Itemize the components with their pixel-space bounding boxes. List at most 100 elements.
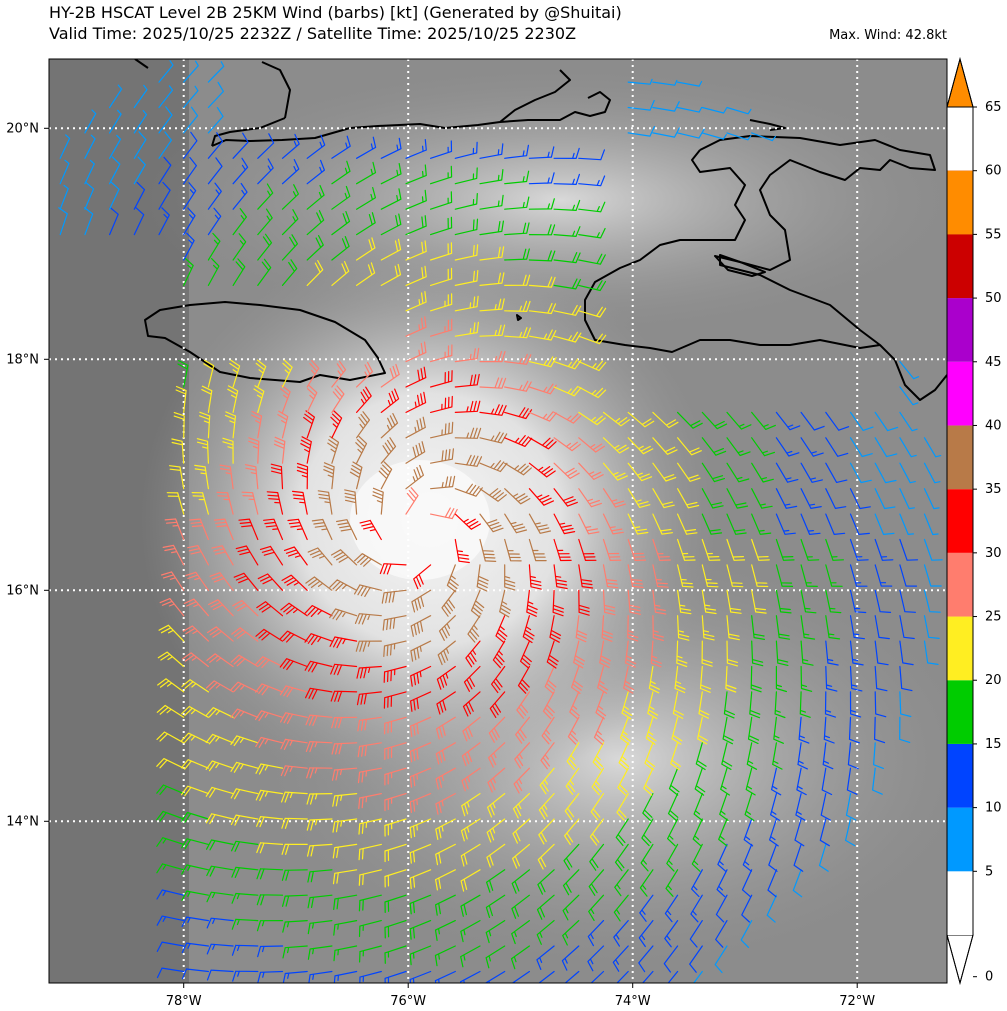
lon-tick-label: 72°W <box>839 994 875 1009</box>
wind-barb <box>382 615 407 631</box>
wind-barb <box>899 361 920 380</box>
wind-barb <box>356 136 377 159</box>
wind-barb <box>279 630 308 643</box>
wind-barb <box>589 818 605 846</box>
wind-barb <box>304 660 333 673</box>
wind-barb <box>257 208 273 236</box>
wind-barb <box>238 518 259 541</box>
wind-barb <box>726 538 746 561</box>
wind-barb <box>306 385 318 413</box>
wind-barb <box>333 970 358 983</box>
wind-barb <box>564 818 580 846</box>
wind-barb <box>726 106 752 115</box>
wind-barb <box>435 869 456 891</box>
wind-barb <box>187 545 209 566</box>
wind-barb <box>133 156 146 185</box>
wind-barb <box>306 359 320 388</box>
wind-barb <box>528 437 557 450</box>
wind-barb <box>230 814 259 826</box>
wind-barb <box>255 789 284 801</box>
wind-barb <box>207 132 224 159</box>
wind-barb <box>849 462 872 484</box>
wind-barb <box>216 491 234 515</box>
wind-barb <box>232 600 259 617</box>
wind-barb <box>691 843 703 872</box>
wind-barb <box>231 627 259 642</box>
wind-barb <box>899 615 915 640</box>
wind-barb <box>231 944 259 956</box>
wind-barb <box>677 615 690 641</box>
wind-barb <box>329 636 358 649</box>
wind-barb <box>625 640 637 668</box>
wind-barb <box>410 665 432 687</box>
wind-barb <box>726 564 744 588</box>
wind-barb <box>479 143 504 159</box>
wind-barb <box>277 410 289 439</box>
wind-barb <box>825 589 842 614</box>
wind-barb <box>207 157 223 185</box>
wind-barb <box>775 488 798 509</box>
wind-barb <box>232 208 247 236</box>
wind-barb <box>253 385 265 413</box>
wind-barb <box>849 488 871 510</box>
lon-tick-label: 78°W <box>166 994 202 1009</box>
wind-barb <box>698 691 710 719</box>
wind-barb <box>652 79 678 86</box>
wind-barb <box>133 131 147 159</box>
wind-barb <box>336 519 358 541</box>
wind-barb <box>639 894 654 922</box>
wind-barb <box>331 211 351 236</box>
wind-barb <box>666 843 679 872</box>
wind-barb <box>305 576 333 591</box>
wind-barb <box>156 863 185 874</box>
wind-barb <box>504 462 532 476</box>
wind-barb <box>528 329 557 341</box>
wind-barb <box>83 207 94 236</box>
wind-barb <box>825 411 850 431</box>
wind-barb <box>740 920 753 948</box>
wind-barb <box>627 99 655 111</box>
wind-barb <box>822 742 834 770</box>
wind-barb <box>446 564 459 593</box>
wind-barb <box>627 488 651 508</box>
wind-barb <box>627 126 655 137</box>
wind-barb <box>800 437 824 457</box>
wind-barb <box>331 261 350 286</box>
wind-barb <box>436 691 456 715</box>
colorbar-segment <box>947 680 973 744</box>
wind-barb <box>409 793 432 813</box>
wind-barb <box>563 843 580 871</box>
wind-barb <box>383 640 407 657</box>
wind-barb <box>331 716 358 729</box>
wind-barb <box>691 869 703 898</box>
wind-barb <box>553 564 568 590</box>
wind-barb <box>627 411 655 428</box>
lat-tick-label: 20°N <box>6 121 39 136</box>
colorbar-tick-label: 15 <box>985 737 1002 752</box>
wind-barb <box>280 602 308 617</box>
wind-barb <box>553 488 578 507</box>
wind-barb <box>701 564 719 588</box>
wind-barb <box>281 817 308 829</box>
wind-barb <box>677 106 703 113</box>
wind-barb <box>230 654 259 668</box>
wind-barb <box>515 716 530 744</box>
wind-barb <box>670 742 681 771</box>
wind-barb <box>454 347 480 363</box>
wind-barb <box>171 438 185 464</box>
wind-barb <box>923 589 941 613</box>
wind-barb <box>644 742 656 771</box>
wind-barb <box>357 767 382 784</box>
wind-barb <box>641 818 654 847</box>
wind-barb <box>333 945 358 962</box>
wind-barb <box>358 793 382 809</box>
wind-barb <box>504 274 531 286</box>
wind-barb <box>436 716 456 740</box>
wind-barb <box>189 518 209 541</box>
wind-barb <box>380 413 399 439</box>
wind-barb <box>333 920 358 936</box>
wind-barb <box>578 411 606 426</box>
wind-barb <box>207 258 220 286</box>
wind-barb <box>460 818 481 842</box>
colorbar-tick-label: 5 <box>985 864 993 879</box>
